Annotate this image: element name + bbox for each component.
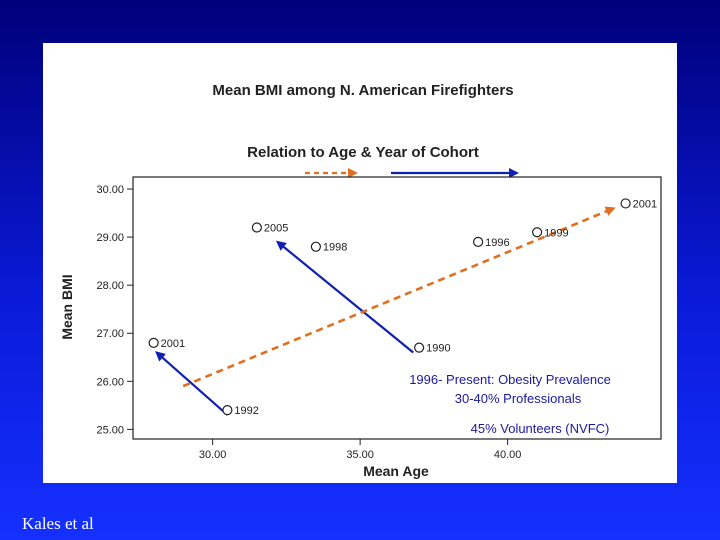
y-axis-label: Mean BMI bbox=[59, 274, 75, 339]
trend-arrows bbox=[155, 206, 616, 416]
data-point-label: 2001 bbox=[633, 198, 657, 210]
data-point-label: 1992 bbox=[234, 405, 258, 417]
chart-panel: Mean BMI among N. American Firefighters … bbox=[43, 43, 677, 483]
data-point-label: 1998 bbox=[323, 242, 347, 254]
solid-trend-arrow bbox=[155, 351, 229, 416]
x-axis: 30.00 35.00 40.00 bbox=[199, 439, 522, 461]
bmi-chart: Mean BMI among N. American Firefighters … bbox=[59, 82, 662, 479]
data-point-label: 2001 bbox=[161, 338, 185, 350]
data-point-label: 1990 bbox=[426, 343, 450, 355]
data-points: 2001 1992 2005 1998 1990 1996 1999 2001 bbox=[148, 198, 657, 417]
x-tick-label: 35.00 bbox=[346, 449, 374, 461]
note-professionals: 30-40% Professionals bbox=[455, 391, 582, 406]
plot-frame bbox=[132, 176, 662, 440]
data-point-marker bbox=[414, 342, 425, 353]
chart-title: Mean BMI among N. American Firefighters bbox=[212, 82, 513, 99]
note-volunteers: 45% Volunteers (NVFC) bbox=[471, 421, 610, 436]
x-axis-label: Mean Age bbox=[363, 463, 429, 479]
y-tick-label: 27.00 bbox=[96, 328, 124, 340]
y-tick-label: 25.00 bbox=[96, 424, 124, 436]
y-axis: 25.00 26.00 27.00 28.00 29.00 30.00 bbox=[96, 184, 133, 436]
data-point-marker bbox=[148, 337, 159, 348]
y-tick-label: 28.00 bbox=[96, 280, 124, 292]
author-credit: Kales et al bbox=[22, 514, 94, 533]
data-point-marker bbox=[532, 227, 543, 238]
x-tick-label: 30.00 bbox=[199, 449, 227, 461]
solid-trend-arrow bbox=[275, 240, 414, 354]
data-point-label: 2005 bbox=[264, 222, 288, 234]
data-point-label: 1999 bbox=[544, 227, 568, 239]
y-tick-label: 26.00 bbox=[96, 376, 124, 388]
y-tick-label: 29.00 bbox=[96, 232, 124, 244]
data-point-marker bbox=[473, 236, 484, 247]
chart-subtitle: Relation to Age & Year of Cohort bbox=[247, 144, 479, 161]
dashed-trend-arrow bbox=[182, 206, 616, 388]
data-point-label: 1996 bbox=[485, 237, 509, 249]
data-point-marker bbox=[310, 241, 321, 252]
data-point-marker bbox=[620, 198, 631, 209]
data-point-marker bbox=[251, 222, 262, 233]
x-tick-label: 40.00 bbox=[494, 449, 522, 461]
note-obesity-prevalence: 1996- Present: Obesity Prevalence bbox=[409, 372, 611, 387]
data-point-marker bbox=[222, 405, 233, 416]
y-tick-label: 30.00 bbox=[96, 184, 124, 196]
